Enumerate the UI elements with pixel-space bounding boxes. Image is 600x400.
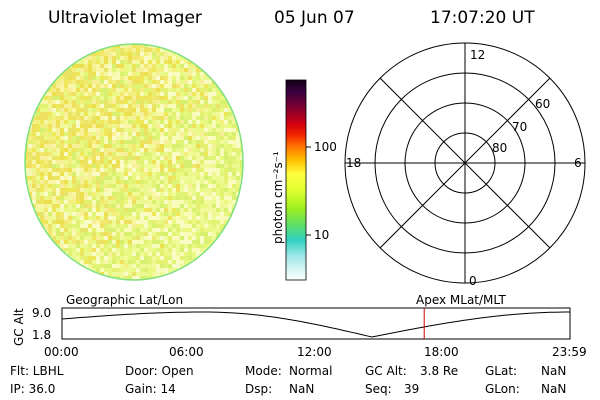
lat-label-80: 80 — [492, 141, 508, 155]
glon-value: NaN — [541, 382, 567, 396]
timeline-tick-0: 00:00 — [44, 345, 79, 359]
dsp-label: Dsp: — [245, 382, 273, 396]
timeline-tick-1: 06:00 — [169, 345, 204, 359]
mode-label: Mode: — [245, 364, 282, 378]
timeline-tick-2: 12:00 — [297, 345, 332, 359]
seq-label: Seq: — [365, 382, 392, 396]
timeline-frame — [61, 307, 571, 340]
door-info: Door: Open — [125, 364, 194, 378]
mlt-label-12: 12 — [470, 48, 486, 62]
mode-value: Normal — [289, 364, 333, 378]
time-label: 17:07:20 UT — [430, 8, 535, 28]
mlt-label-6: 6 — [574, 156, 582, 170]
polar-diagonal-2 — [379, 77, 551, 249]
gain-info: Gain: 14 — [125, 382, 176, 396]
timeline-altitude-curve — [61, 311, 570, 338]
glat-label: GLat: — [485, 364, 518, 378]
colorbar-gradient — [285, 79, 307, 281]
timeline-apex-label: Apex MLat/MLT — [416, 293, 506, 307]
seq-value: 39 — [404, 382, 420, 396]
glat-value: NaN — [541, 364, 567, 378]
dsp-value: NaN — [289, 382, 315, 396]
lat-label-70: 70 — [512, 120, 528, 134]
colorbar-tick-10: 10 — [314, 228, 330, 242]
timeline-y-max: 9.0 — [32, 306, 52, 320]
lat-label-60: 60 — [535, 97, 551, 111]
mlt-label-0: 0 — [469, 274, 477, 288]
mlt-label-18: 18 — [346, 156, 362, 170]
timeline-tick-4: 23:59 — [552, 345, 587, 359]
timeline-y-min: 1.8 — [32, 328, 52, 342]
timeline-tick-3: 18:00 — [424, 345, 459, 359]
date-label: 05 Jun 07 — [274, 8, 355, 28]
gc-alt-value: 3.8 Re — [420, 364, 459, 378]
colorbar-tick-100: 100 — [314, 140, 337, 154]
ip-info: IP: 36.0 — [10, 382, 56, 396]
gc-alt-label: GC Alt: — [365, 364, 407, 378]
timeline-geo-label: Geographic Lat/Lon — [66, 293, 184, 307]
filter-info: Flt: LBHL — [10, 364, 64, 378]
instrument-title: Ultraviolet Imager — [48, 8, 202, 28]
glon-label: GLon: — [485, 382, 520, 396]
